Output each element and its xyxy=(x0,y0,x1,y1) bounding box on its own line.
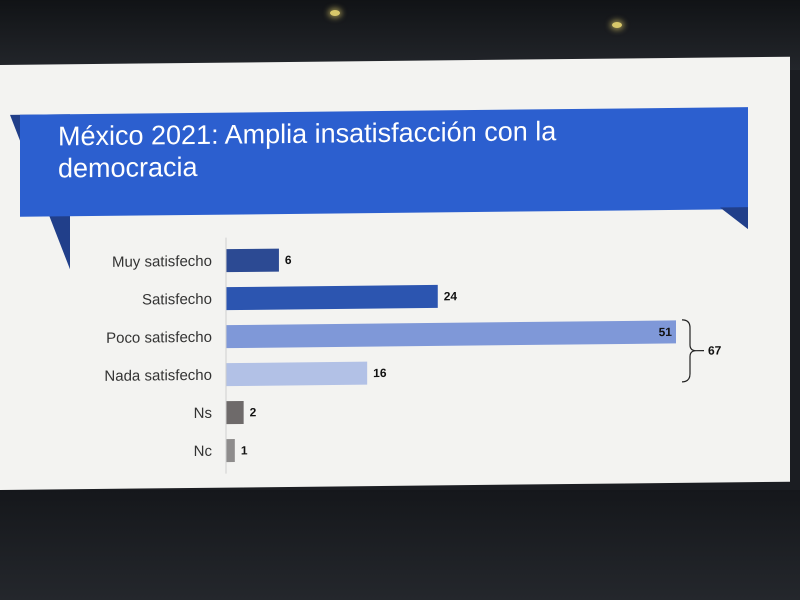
ceiling-light xyxy=(612,22,622,28)
bar xyxy=(226,320,676,349)
value-label: 6 xyxy=(285,253,292,267)
room-floor xyxy=(0,490,800,600)
bar xyxy=(226,361,368,387)
value-label: 24 xyxy=(444,289,458,303)
category-label: Nada satisfecho xyxy=(104,367,212,385)
bar-chart: Muy satisfecho 6 Satisfecho 24 Poco satisfec… xyxy=(104,237,722,474)
value-label: 51 xyxy=(659,325,673,339)
ceiling-light xyxy=(330,10,340,16)
presentation-slide: México 2021: Amplia insatisfacción con l… xyxy=(0,56,790,490)
bar xyxy=(226,248,279,273)
category-label: Muy satisfecho xyxy=(112,253,212,271)
category-label: Ns xyxy=(194,405,212,422)
bracket-total-label: 67 xyxy=(708,343,722,357)
bar xyxy=(226,439,235,463)
bar xyxy=(226,284,438,311)
group-bracket xyxy=(681,319,697,383)
category-label: Poco satisfecho xyxy=(106,329,212,347)
value-label: 1 xyxy=(241,443,248,457)
value-label: 16 xyxy=(373,366,387,380)
category-label: Nc xyxy=(194,443,213,460)
category-label: Satisfecho xyxy=(142,291,212,309)
bar xyxy=(226,400,244,425)
value-label: 2 xyxy=(250,405,257,419)
